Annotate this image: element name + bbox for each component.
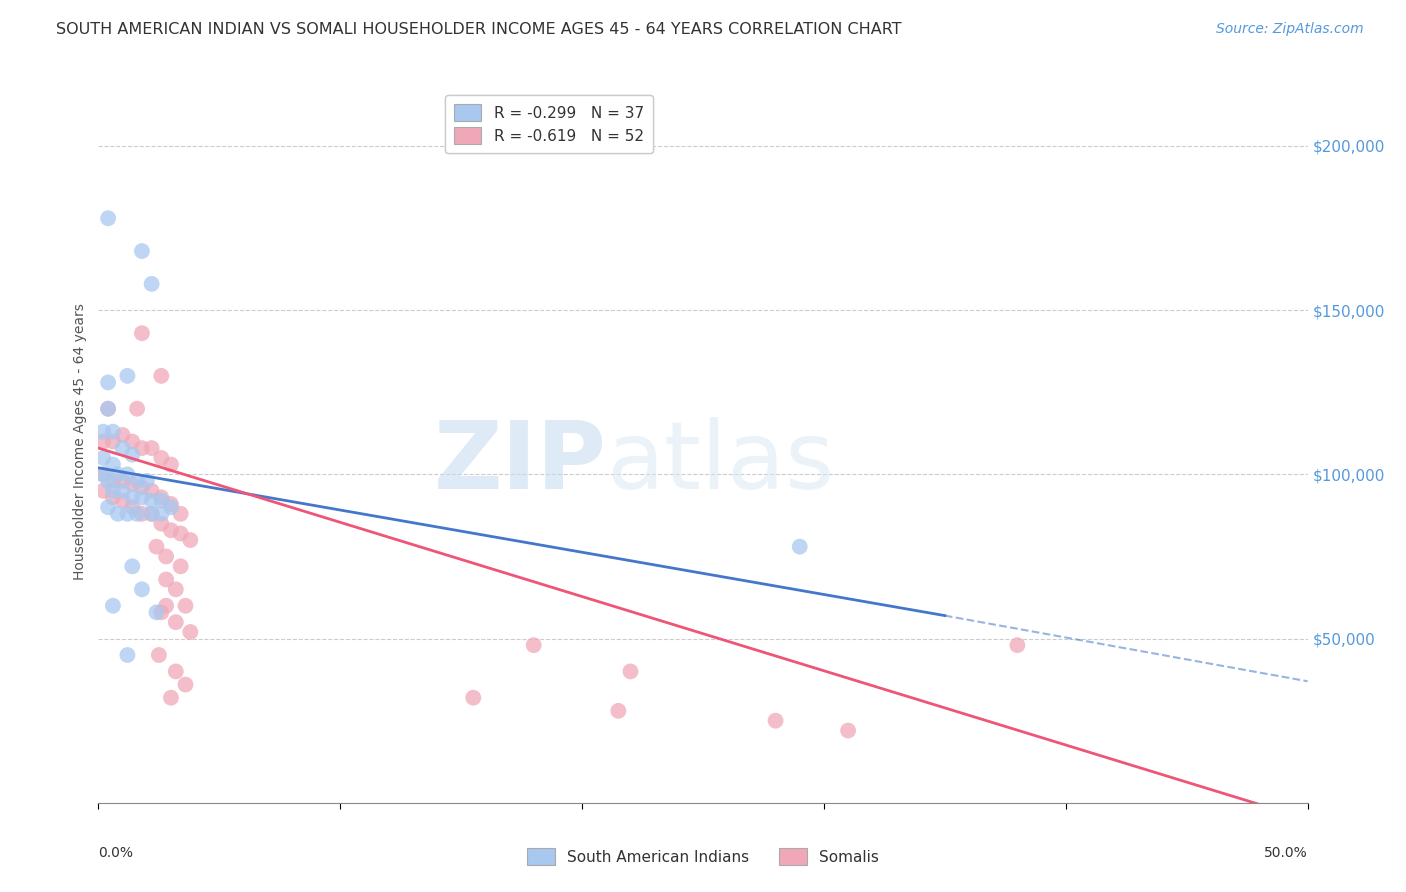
Point — [160, 458, 183, 472]
Text: ZIP: ZIP — [433, 417, 606, 509]
Point — [121, 434, 143, 449]
Point — [111, 493, 134, 508]
Point — [121, 448, 143, 462]
Point — [165, 615, 187, 630]
Legend: R = -0.299   N = 37, R = -0.619   N = 52: R = -0.299 N = 37, R = -0.619 N = 52 — [444, 95, 652, 153]
Point — [619, 665, 641, 679]
Point — [789, 540, 811, 554]
Point — [101, 599, 124, 613]
Point — [111, 441, 134, 455]
Point — [160, 690, 183, 705]
Point — [141, 507, 163, 521]
Point — [111, 474, 134, 488]
Point — [131, 326, 153, 341]
Point — [127, 474, 149, 488]
Y-axis label: Householder Income Ages 45 - 64 years: Householder Income Ages 45 - 64 years — [73, 303, 87, 580]
Point — [148, 648, 170, 662]
Text: 50.0%: 50.0% — [1264, 847, 1308, 860]
Point — [150, 491, 173, 505]
Point — [131, 481, 153, 495]
Point — [141, 277, 163, 291]
Point — [150, 450, 173, 465]
Point — [765, 714, 787, 728]
Point — [111, 428, 134, 442]
Point — [150, 368, 173, 383]
Point — [1007, 638, 1029, 652]
Point — [97, 211, 120, 226]
Point — [121, 477, 143, 491]
Point — [107, 507, 129, 521]
Point — [160, 497, 183, 511]
Point — [523, 638, 546, 652]
Point — [101, 425, 124, 439]
Point — [607, 704, 630, 718]
Point — [101, 434, 124, 449]
Point — [117, 467, 139, 482]
Point — [97, 474, 120, 488]
Point — [127, 507, 149, 521]
Point — [141, 493, 163, 508]
Point — [121, 500, 143, 515]
Point — [101, 458, 124, 472]
Point — [174, 599, 197, 613]
Text: Source: ZipAtlas.com: Source: ZipAtlas.com — [1216, 22, 1364, 37]
Point — [150, 493, 173, 508]
Point — [150, 516, 173, 531]
Point — [101, 491, 124, 505]
Point — [150, 605, 173, 619]
Point — [101, 474, 124, 488]
Point — [107, 467, 129, 482]
Point — [117, 648, 139, 662]
Point — [131, 507, 153, 521]
Point — [135, 474, 157, 488]
Point — [837, 723, 859, 738]
Point — [145, 540, 167, 554]
Point — [117, 507, 139, 521]
Point — [160, 500, 183, 515]
Point — [91, 450, 114, 465]
Point — [97, 500, 120, 515]
Point — [91, 483, 114, 498]
Point — [91, 434, 114, 449]
Point — [121, 559, 143, 574]
Point — [141, 507, 163, 521]
Point — [127, 401, 149, 416]
Point — [111, 483, 134, 498]
Text: SOUTH AMERICAN INDIAN VS SOMALI HOUSEHOLDER INCOME AGES 45 - 64 YEARS CORRELATIO: SOUTH AMERICAN INDIAN VS SOMALI HOUSEHOL… — [56, 22, 901, 37]
Point — [155, 549, 177, 564]
Point — [91, 467, 114, 482]
Point — [131, 244, 153, 258]
Point — [97, 401, 120, 416]
Point — [141, 483, 163, 498]
Text: 0.0%: 0.0% — [98, 847, 134, 860]
Point — [165, 665, 187, 679]
Text: atlas: atlas — [606, 417, 835, 509]
Point — [169, 507, 191, 521]
Legend: South American Indians, Somalis: South American Indians, Somalis — [520, 842, 886, 871]
Point — [174, 677, 197, 691]
Point — [131, 441, 153, 455]
Point — [145, 605, 167, 619]
Point — [121, 491, 143, 505]
Point — [165, 582, 187, 597]
Point — [141, 441, 163, 455]
Point — [117, 368, 139, 383]
Point — [131, 491, 153, 505]
Point — [97, 376, 120, 390]
Point — [131, 582, 153, 597]
Point — [97, 401, 120, 416]
Point — [91, 425, 114, 439]
Point — [160, 523, 183, 537]
Point — [155, 573, 177, 587]
Point — [463, 690, 485, 705]
Point — [155, 599, 177, 613]
Point — [169, 559, 191, 574]
Point — [179, 533, 201, 547]
Point — [169, 526, 191, 541]
Point — [101, 483, 124, 498]
Point — [179, 625, 201, 640]
Point — [150, 507, 173, 521]
Point — [91, 467, 114, 482]
